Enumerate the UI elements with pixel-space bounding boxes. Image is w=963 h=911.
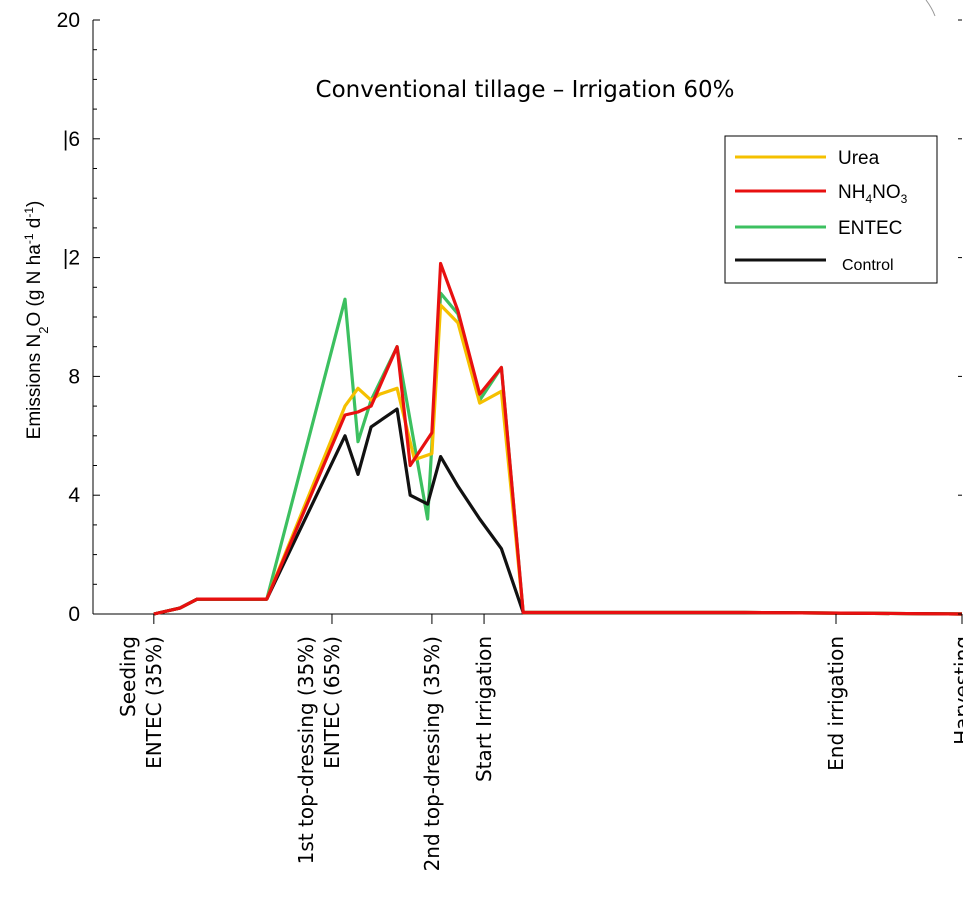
y-axis-label-sup2: -1 (22, 207, 36, 218)
event-label-3-0: Start Irrigation (472, 636, 496, 782)
y-tick-label-16: |6 (63, 128, 80, 151)
event-label-5-0: Harvesting (950, 636, 963, 745)
legend-label-nh4no3: NH4NO3 (838, 182, 908, 206)
corner-arc-decoration (925, 0, 936, 17)
legend-label-entec: ENTEC (838, 218, 902, 239)
legend-label-control: Control (842, 257, 894, 274)
y-axis-label-suffix: ) (24, 201, 45, 207)
series-line-entec (153, 291, 963, 616)
y-axis-label-prefix: Emissions N (24, 334, 45, 440)
y-tick-label-20: 20 (57, 9, 80, 32)
series-layer (153, 261, 963, 616)
y-axis-label-sub1: 2 (36, 327, 51, 334)
y-axis-label: Emissions N2O (g N ha-1 d-1) (22, 201, 51, 440)
legend: Urea NH4NO3 ENTEC Control (724, 135, 938, 284)
event-labels: Seeding ENTEC (35%) 1st top-dressing (35%)… (116, 614, 963, 871)
event-label-0-1: ENTEC (35%) (142, 636, 166, 769)
y-axis-label-mid: O (g N ha (24, 244, 45, 327)
event-label-1-0: 1st top-dressing (35%) (294, 636, 318, 864)
y-ticks: 0 4 8 |2 |6 20 (57, 9, 962, 626)
plot-frame (92, 20, 962, 615)
y-tick-label-12: |2 (63, 247, 80, 270)
series-line-nh4no3 (153, 261, 963, 616)
y-tick-label-4: 4 (68, 484, 80, 507)
y-tick-label-8: 8 (68, 365, 80, 388)
event-label-0-0: Seeding (116, 636, 140, 717)
y-axis-label-sup1: -1 (22, 233, 36, 244)
event-label-4-0: End irrigation (824, 636, 848, 771)
y-axis-label-mid2: d (24, 218, 45, 234)
legend-label-nh4no3-d: 3 (901, 192, 908, 206)
event-label-2-0: 2nd top-dressing (35%) (420, 636, 444, 871)
chart-title: Conventional tillage – Irrigation 60% (316, 77, 735, 103)
legend-label-urea: Urea (838, 148, 880, 169)
y-tick-label-0: 0 (68, 603, 80, 626)
legend-label-nh4no3-a: NH (838, 182, 865, 203)
legend-label-nh4no3-b: 4 (865, 192, 872, 206)
legend-label-nh4no3-c: NO (872, 182, 901, 203)
event-label-1-1: ENTEC (65%) (320, 636, 344, 769)
